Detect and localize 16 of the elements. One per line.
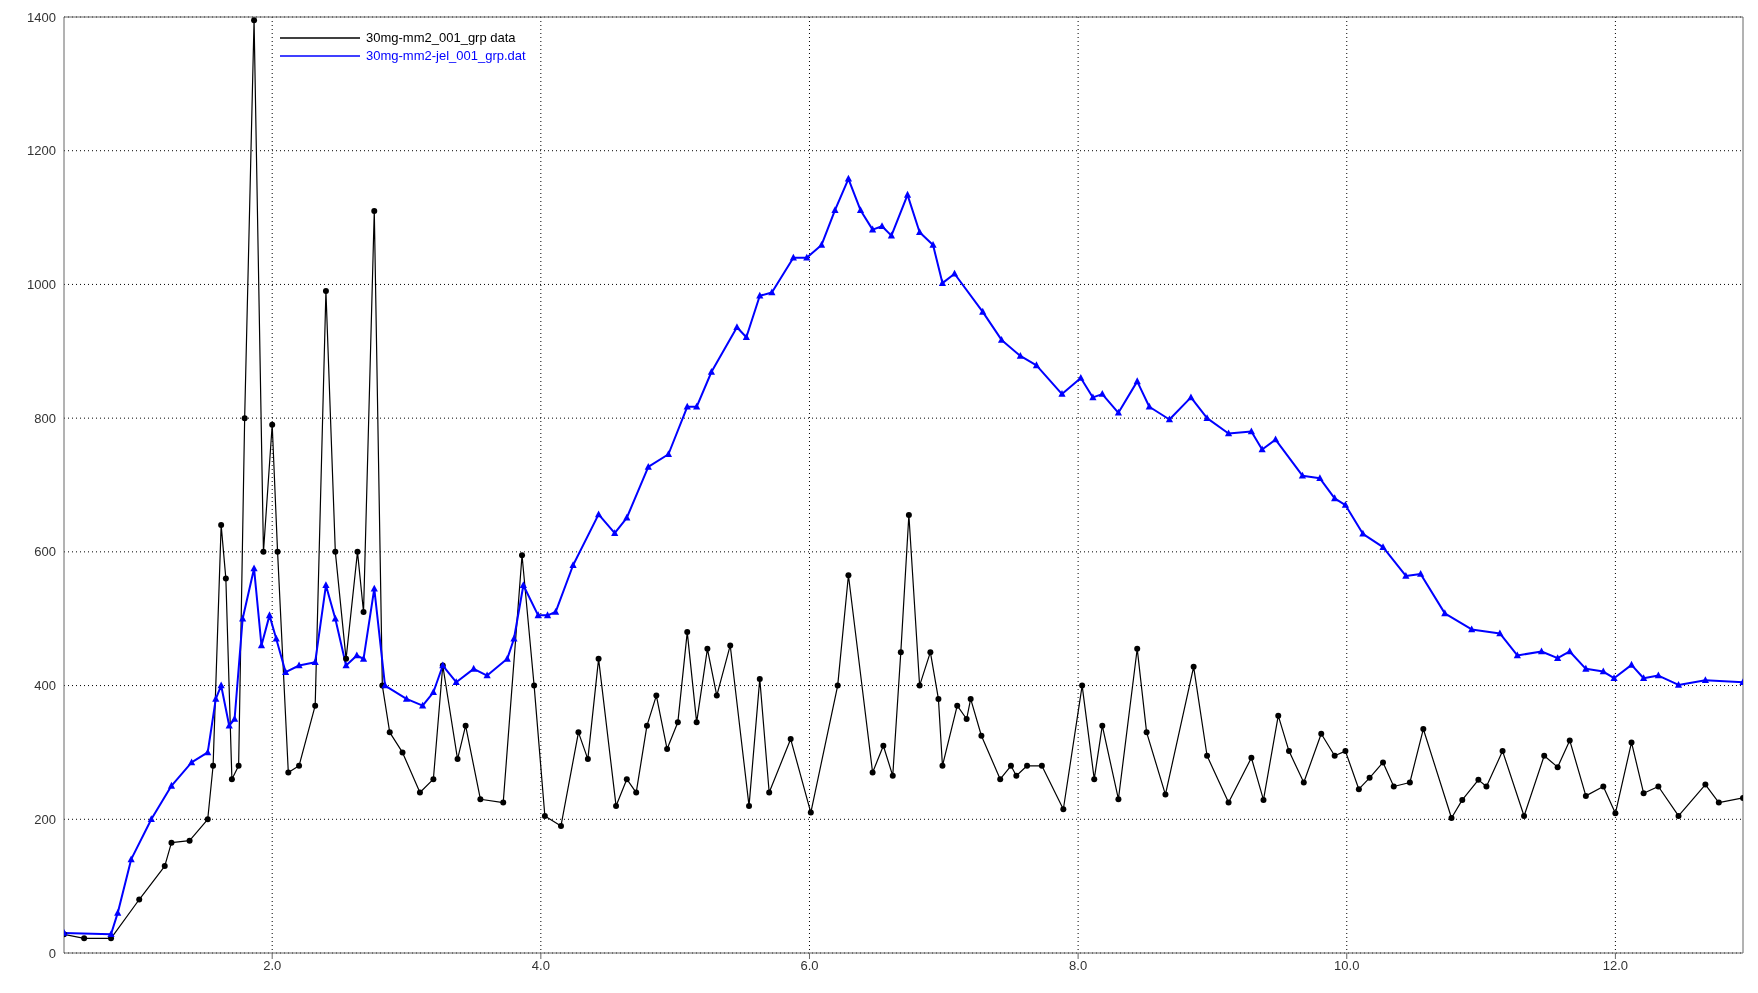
y-tick-label: 600 xyxy=(34,544,56,560)
text: 30mg-mm2-jel_001_grp.dat xyxy=(366,48,526,63)
x-tick-label: 12.0 xyxy=(1602,958,1629,974)
x-tick-label: 2.0 xyxy=(263,958,282,974)
x-tick-label: 10.0 xyxy=(1334,958,1360,974)
x-tick-label: 8.0 xyxy=(1069,958,1088,974)
y-tick-label: 1400 xyxy=(27,9,56,25)
y-tick-label: 0 xyxy=(48,945,56,961)
y-tick-label: 1200 xyxy=(27,143,56,159)
text: 30mg-mm2_001_grp data xyxy=(366,30,516,45)
y-tick-label: 400 xyxy=(34,678,56,694)
y-tick-label: 1000 xyxy=(27,277,56,293)
x-tick-label: 4.0 xyxy=(531,958,550,974)
y-tick-label: 200 xyxy=(34,811,56,827)
x-tick-label: 6.0 xyxy=(800,958,819,974)
y-tick-label: 800 xyxy=(34,410,56,426)
